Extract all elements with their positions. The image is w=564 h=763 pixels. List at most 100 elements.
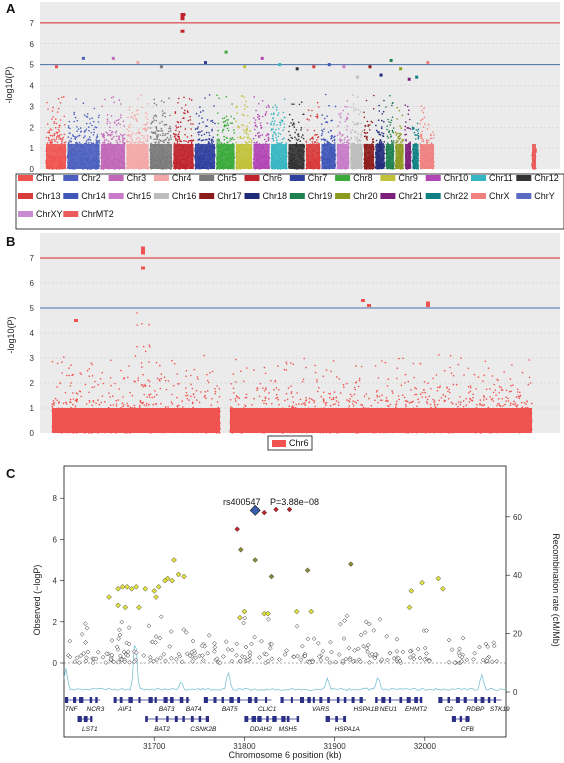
snp-point bbox=[176, 140, 179, 143]
snp-point bbox=[356, 123, 358, 126]
snp-point bbox=[190, 134, 193, 137]
snp-point bbox=[299, 140, 302, 142]
snp-point bbox=[210, 120, 212, 122]
snp-point bbox=[169, 114, 171, 117]
snp-point bbox=[102, 133, 105, 136]
snp-point bbox=[381, 126, 383, 128]
snp-point bbox=[78, 134, 81, 137]
snp-point bbox=[421, 130, 423, 133]
top-hit bbox=[407, 77, 411, 81]
snp-point bbox=[63, 115, 66, 118]
snp-point bbox=[176, 120, 179, 123]
snp-point bbox=[115, 119, 118, 122]
snp-point bbox=[128, 125, 130, 127]
top-hit bbox=[389, 58, 393, 62]
snp-density bbox=[405, 143, 411, 169]
snp-point bbox=[233, 129, 235, 131]
snp-point bbox=[360, 133, 362, 135]
snp-point bbox=[340, 116, 342, 119]
snp-point bbox=[218, 139, 221, 141]
snp-point bbox=[130, 133, 133, 136]
snp-point bbox=[176, 142, 179, 144]
snp-density bbox=[288, 143, 305, 169]
snp-point bbox=[87, 126, 90, 128]
snp-point bbox=[166, 141, 169, 144]
snp-point bbox=[222, 128, 225, 131]
snp-point bbox=[161, 110, 164, 112]
snp-point bbox=[396, 132, 398, 135]
snp-point bbox=[218, 97, 220, 100]
snp-point bbox=[276, 139, 278, 141]
snp-point bbox=[175, 129, 177, 132]
snp-point bbox=[169, 134, 172, 137]
snp-point bbox=[156, 134, 159, 136]
snp-point bbox=[383, 120, 385, 123]
snp-point bbox=[359, 140, 362, 142]
snp-point bbox=[177, 126, 180, 128]
snp-point bbox=[322, 130, 324, 133]
snp-point bbox=[363, 131, 366, 134]
snp-point bbox=[247, 115, 249, 117]
snp-point bbox=[340, 135, 343, 137]
top-hit bbox=[327, 63, 331, 67]
snp-point bbox=[398, 138, 401, 141]
snp-point bbox=[347, 113, 349, 115]
snp-point bbox=[324, 142, 326, 145]
snp-point bbox=[198, 133, 200, 136]
snp-point bbox=[311, 137, 314, 140]
snp-point bbox=[341, 133, 344, 136]
snp-point bbox=[222, 121, 225, 123]
snp-point bbox=[423, 107, 425, 109]
snp-point bbox=[98, 139, 101, 142]
snp-point bbox=[105, 139, 108, 141]
snp-point bbox=[250, 139, 253, 142]
snp-point bbox=[363, 116, 366, 119]
snp-point bbox=[305, 140, 308, 143]
snp-point bbox=[300, 101, 303, 103]
snp-point bbox=[94, 126, 97, 128]
snp-point bbox=[391, 130, 394, 133]
snp-point bbox=[274, 104, 277, 106]
snp-point bbox=[127, 116, 129, 119]
snp-point bbox=[78, 141, 81, 144]
snp-point bbox=[272, 124, 275, 126]
snp-point bbox=[350, 132, 353, 134]
snp-point bbox=[213, 105, 215, 107]
snp-point bbox=[356, 96, 359, 98]
snp-point bbox=[167, 132, 169, 135]
snp-point bbox=[390, 135, 393, 137]
snp-point bbox=[243, 108, 246, 110]
top-hit bbox=[136, 61, 140, 65]
snp-point bbox=[217, 112, 219, 114]
snp-point bbox=[204, 97, 206, 99]
snp-point bbox=[283, 123, 286, 125]
snp-point bbox=[130, 137, 132, 139]
snp-point bbox=[178, 97, 180, 100]
snp-point bbox=[143, 135, 145, 137]
snp-point bbox=[63, 124, 66, 126]
snp-point bbox=[146, 134, 149, 137]
snp-point bbox=[63, 133, 66, 136]
snp-point bbox=[143, 123, 145, 126]
snp-point bbox=[61, 139, 63, 141]
snp-point bbox=[381, 135, 384, 137]
snp-point bbox=[211, 128, 213, 131]
snp-point bbox=[126, 128, 129, 131]
snp-point bbox=[56, 111, 59, 113]
snp-point bbox=[295, 142, 298, 144]
snp-point bbox=[361, 130, 364, 132]
snp-point bbox=[132, 117, 135, 120]
snp-point bbox=[169, 125, 171, 128]
snp-point bbox=[422, 138, 425, 141]
snp-point bbox=[145, 139, 147, 142]
snp-point bbox=[153, 102, 156, 105]
snp-point bbox=[57, 97, 60, 100]
snp-point bbox=[243, 104, 246, 106]
snp-point bbox=[128, 134, 130, 137]
snp-point bbox=[183, 140, 185, 142]
snp-point bbox=[97, 116, 100, 119]
snp-point bbox=[296, 139, 299, 142]
snp-point bbox=[238, 126, 240, 129]
snp-point bbox=[184, 133, 186, 136]
snp-point bbox=[70, 140, 72, 143]
